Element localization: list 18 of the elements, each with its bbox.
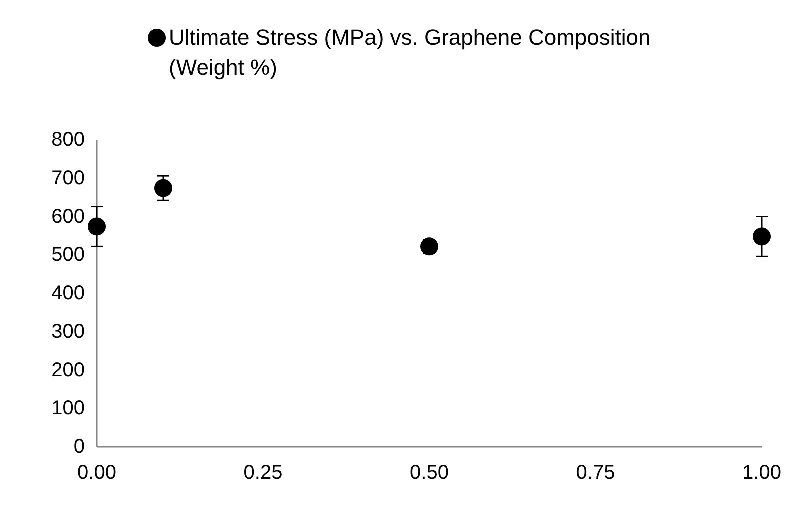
y-tick-label: 500 — [52, 244, 85, 266]
point — [154, 179, 172, 198]
y-tick-label: 0 — [74, 436, 85, 458]
y-tick-label: 200 — [52, 359, 85, 382]
y-tick-label: 800 — [52, 129, 85, 151]
x-tick-label: 0.00 — [78, 462, 116, 484]
y-tick-label: 100 — [52, 398, 85, 420]
x-tick-label: 0.50 — [410, 462, 449, 484]
x-tick-label: 0.75 — [576, 462, 616, 484]
x-tick-label: 1.00 — [742, 462, 782, 484]
y-tick-label: 700 — [52, 167, 85, 190]
legend-label: Ultimate Stress (MPa) vs. Graphene Composition (Weight %) — [169, 25, 651, 80]
y-tick-label: 300 — [52, 320, 85, 343]
x-tick-label: 0.25 — [244, 462, 283, 484]
y-tick-label: 400 — [52, 282, 85, 304]
point — [753, 228, 771, 246]
y-tick-label: 600 — [52, 206, 85, 228]
point — [88, 218, 106, 236]
